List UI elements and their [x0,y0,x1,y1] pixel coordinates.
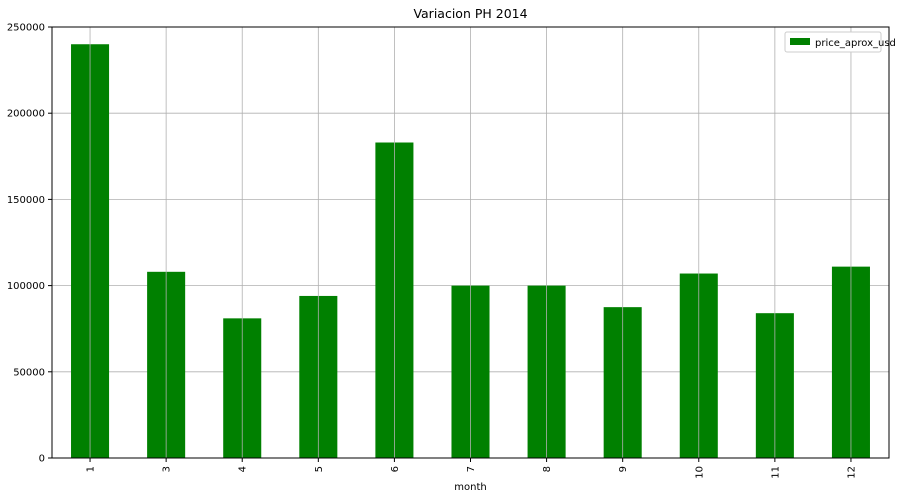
vertical-grid-layer [89,27,852,458]
x-tick-label: 11 [770,466,781,479]
x-tick-label: 6 [390,466,401,472]
y-tick-label: 50000 [13,367,45,378]
legend-swatch [790,38,810,45]
x-tick-label: 1 [86,466,97,472]
legend-entry-label: price_aprox_usd [815,38,896,49]
x-tick-label: 10 [694,466,705,479]
x-tick-label: 9 [618,466,629,472]
y-axis-ticks: 0 50000 100000 150000 200000 250000 [7,23,52,465]
x-tick-label: 5 [314,466,325,472]
legend-box [784,31,882,53]
legend: price_aprox_usd [784,31,896,53]
chart-title: Variacion PH 2014 [413,6,527,21]
x-tick-label: 7 [466,466,477,472]
x-tick-label: 12 [846,466,857,479]
y-tick-label: 0 [39,454,45,465]
x-tick-label: 3 [162,466,173,472]
x-axis-ticks: 1 3 4 5 6 7 8 9 10 11 12 [86,458,857,479]
y-tick-label: 250000 [7,23,45,34]
y-tick-label: 200000 [7,109,45,120]
x-axis-label: month [454,482,486,493]
x-tick-label: 4 [238,466,249,472]
y-tick-label: 150000 [7,195,45,206]
y-tick-label: 100000 [7,281,45,292]
x-tick-label: 8 [542,466,553,472]
